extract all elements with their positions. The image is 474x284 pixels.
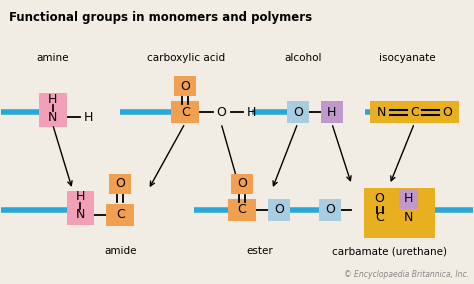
Text: N: N [48,111,57,124]
Text: H: H [84,111,93,124]
Bar [364,188,436,237]
Text: C: C [116,208,125,221]
Text: amine: amine [36,53,69,63]
Text: H: H [327,106,337,119]
Text: isocyanate: isocyanate [379,53,436,63]
Text: O: O [180,80,190,93]
Bar [38,93,66,127]
Text: O: O [293,106,303,119]
Bar [370,101,459,123]
Text: amide: amide [104,247,137,256]
Text: carboxylic acid: carboxylic acid [147,53,225,63]
Text: O: O [325,203,335,216]
Bar [399,189,419,209]
Text: C: C [375,211,384,224]
Text: O: O [115,177,125,190]
Text: O: O [442,106,452,119]
Bar [66,191,94,225]
Bar [109,174,131,194]
Bar [106,204,134,225]
Text: O: O [374,192,384,205]
Bar [287,101,309,123]
Bar [321,101,343,123]
Text: N: N [377,106,386,119]
Bar [231,174,253,194]
Text: O: O [274,203,284,216]
Text: Functional groups in monomers and polymers: Functional groups in monomers and polyme… [9,11,312,24]
Bar [171,101,199,123]
Text: C: C [181,106,190,119]
Text: O: O [237,177,247,190]
Bar [268,199,290,221]
Text: ester: ester [246,247,273,256]
Bar [174,76,196,96]
Text: C: C [410,106,419,119]
Text: alcohol: alcohol [284,53,321,63]
Text: © Encyclopaedia Britannica, Inc.: © Encyclopaedia Britannica, Inc. [344,270,469,279]
Text: H: H [76,190,85,203]
Text: N: N [76,208,85,221]
Text: H: H [246,106,255,119]
Bar [228,199,256,221]
Text: carbamate (urethane): carbamate (urethane) [332,247,447,256]
Text: H: H [48,93,57,106]
Text: C: C [237,203,246,216]
Text: N: N [404,211,413,224]
Text: O: O [216,106,226,119]
Text: H: H [404,192,413,205]
Bar [319,199,341,221]
